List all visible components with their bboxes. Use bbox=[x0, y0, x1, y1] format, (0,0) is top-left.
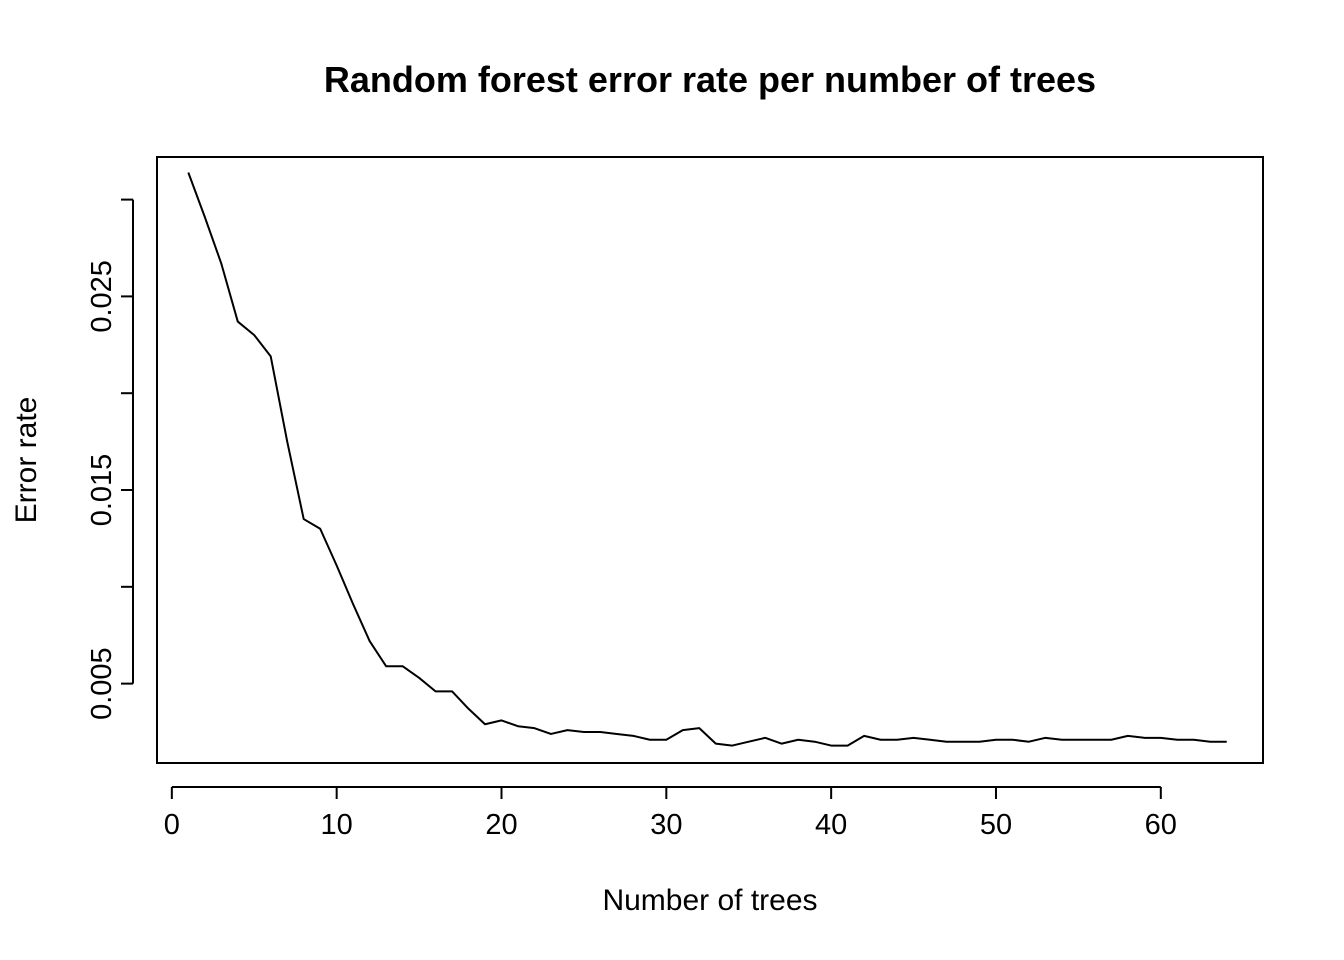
y-tick-label: 0.015 bbox=[86, 454, 118, 527]
x-tick-label: 0 bbox=[164, 809, 180, 841]
x-tick-label: 50 bbox=[980, 809, 1012, 841]
x-axis: 0 10 20 30 40 50 60 bbox=[164, 786, 1177, 841]
x-tick-label: 30 bbox=[650, 809, 682, 841]
y-axis: 0.005 0.015 0.025 bbox=[86, 198, 134, 720]
y-axis-label: Error rate bbox=[10, 397, 43, 524]
x-tick-label: 20 bbox=[485, 809, 517, 841]
x-tick-label: 40 bbox=[815, 809, 847, 841]
x-tick-label: 10 bbox=[321, 809, 353, 841]
y-tick-label: 0.025 bbox=[86, 260, 118, 333]
error-rate-line bbox=[187, 172, 1227, 747]
plot-frame bbox=[156, 156, 1264, 764]
chart-title: Random forest error rate per number of t… bbox=[324, 59, 1096, 100]
x-axis-label: Number of trees bbox=[602, 884, 817, 917]
x-tick-label: 60 bbox=[1145, 809, 1177, 841]
y-tick-label: 0.005 bbox=[86, 647, 118, 720]
